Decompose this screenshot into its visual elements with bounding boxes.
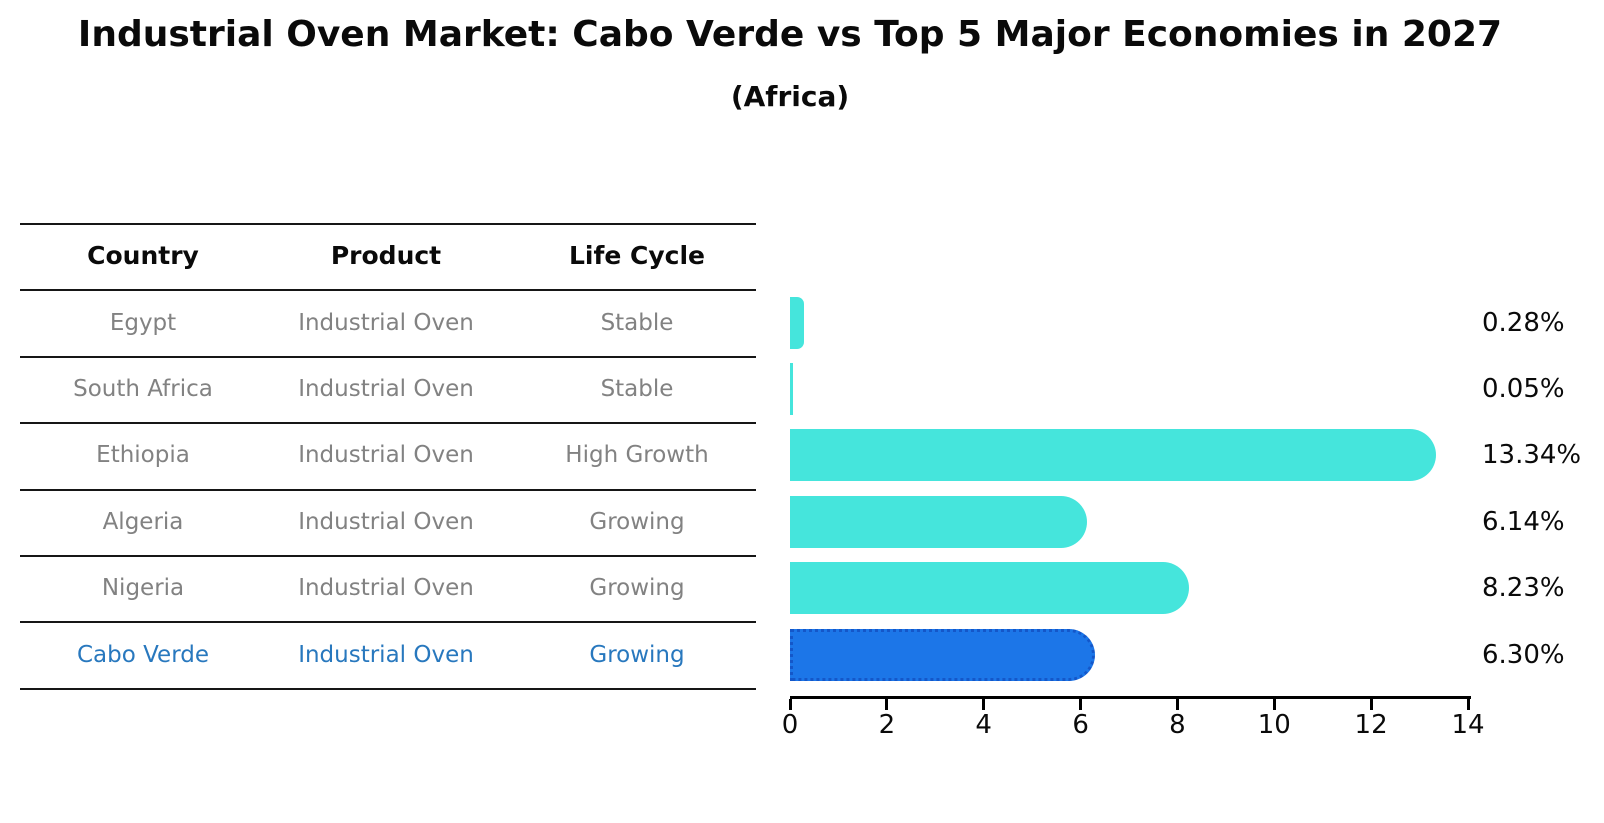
x-axis-tick [1272, 699, 1276, 710]
column-header-country: Country [87, 241, 199, 270]
x-axis-line [790, 696, 1471, 699]
cell-product: Industrial Oven [298, 310, 474, 336]
cell-country: South Africa [73, 376, 213, 402]
x-axis-tick-label: 2 [878, 710, 896, 740]
cell-product: Industrial Oven [298, 575, 474, 601]
x-axis-tick [982, 699, 986, 710]
bar-algeria [790, 496, 1088, 548]
cell-country: Cabo Verde [76, 642, 210, 668]
x-axis-tick [1466, 699, 1470, 710]
cell-life-cycle: Growing [589, 509, 685, 535]
value-label: 0.05% [1482, 374, 1565, 404]
table-rule [20, 555, 756, 557]
cell-life-cycle: High Growth [565, 442, 709, 468]
bar-cabo-verde [790, 629, 1096, 681]
cell-country: Algeria [102, 509, 184, 535]
x-axis-tick [788, 699, 792, 710]
cell-life-cycle: Stable [600, 376, 674, 402]
x-axis-tick-label: 14 [1451, 710, 1485, 740]
bar-ethiopia [790, 429, 1436, 481]
x-axis-tick [1369, 699, 1373, 710]
cell-product: Industrial Oven [298, 642, 474, 668]
value-label: 8.23% [1482, 573, 1565, 603]
bar-nigeria [790, 562, 1189, 614]
table-rule [20, 489, 756, 491]
table-rule [20, 621, 756, 623]
value-label: 0.28% [1482, 308, 1565, 338]
value-label: 6.14% [1482, 507, 1565, 537]
value-label: 6.30% [1482, 640, 1565, 670]
x-axis-tick-label: 4 [975, 710, 992, 740]
table-rule [20, 422, 756, 424]
column-header-product: Product [330, 241, 442, 270]
x-axis-tick-label: 10 [1257, 710, 1291, 740]
column-header-life-cycle: Life Cycle [568, 241, 706, 270]
table-rule [20, 223, 756, 225]
x-axis-tick [885, 699, 889, 710]
table-rule [20, 356, 756, 358]
cell-country: Egypt [109, 310, 177, 336]
x-axis-tick-label: 12 [1354, 710, 1388, 740]
x-axis-tick [1175, 699, 1179, 710]
value-label: 13.34% [1482, 440, 1582, 470]
cell-life-cycle: Growing [589, 642, 685, 668]
table-rule [20, 688, 756, 690]
x-axis-tick-label: 8 [1169, 710, 1186, 740]
cell-product: Industrial Oven [298, 509, 474, 535]
cell-life-cycle: Growing [589, 575, 685, 601]
cell-product: Industrial Oven [298, 442, 474, 468]
chart-title: Industrial Oven Market: Cabo Verde vs To… [77, 14, 1503, 55]
table-rule [20, 289, 756, 291]
bar-egypt [790, 297, 804, 349]
x-axis-tick-label: 6 [1072, 710, 1089, 740]
cell-country: Ethiopia [96, 442, 190, 468]
bar-south-africa [790, 363, 793, 415]
cell-product: Industrial Oven [298, 376, 474, 402]
chart-subtitle: (Africa) [730, 80, 850, 113]
cell-life-cycle: Stable [600, 310, 674, 336]
cell-country: Nigeria [101, 575, 185, 601]
x-axis-tick-label: 0 [781, 710, 799, 740]
x-axis-tick [1079, 699, 1083, 710]
